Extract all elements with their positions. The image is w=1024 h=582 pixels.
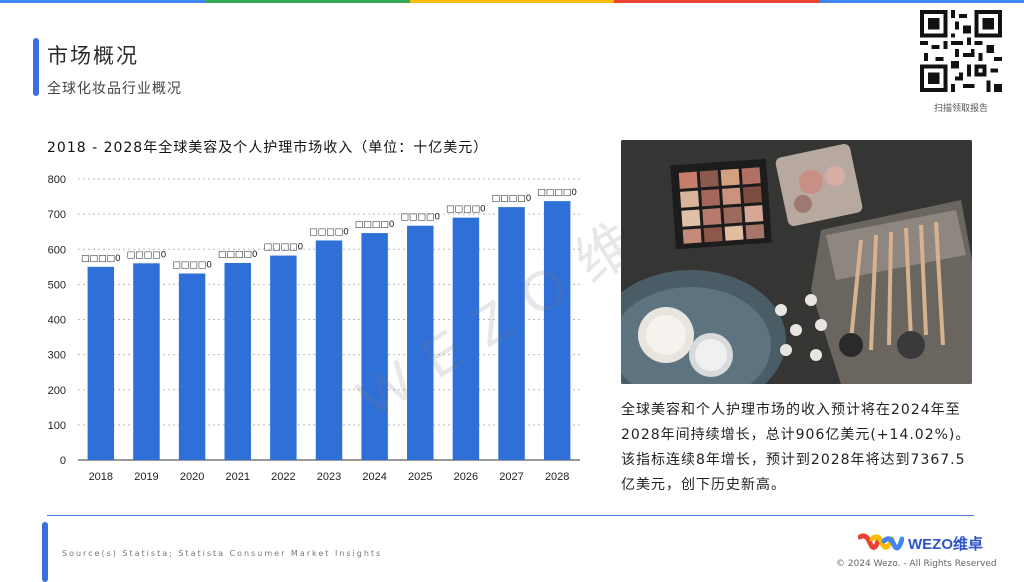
x-tick-label: 2023 bbox=[317, 471, 341, 483]
bar bbox=[452, 217, 480, 460]
y-tick-label: 700 bbox=[48, 209, 66, 221]
x-tick-label: 2024 bbox=[362, 471, 386, 483]
y-tick-label: 400 bbox=[48, 315, 66, 327]
cosmetics-photo bbox=[621, 140, 972, 384]
chart-title: 2018 - 2028年全球美容及个人护理市场收入（单位：十亿美元） bbox=[47, 140, 489, 156]
brush-bag bbox=[811, 200, 972, 384]
x-tick-label: 2021 bbox=[225, 471, 249, 483]
y-tick-label: 800 bbox=[48, 174, 66, 186]
x-tick-label: 2022 bbox=[271, 471, 295, 483]
qr-code-icon[interactable] bbox=[920, 10, 1002, 92]
y-tick-label: 0 bbox=[60, 455, 66, 467]
data-label: □□□□0 bbox=[537, 188, 577, 198]
bar bbox=[133, 263, 160, 460]
topbar-segment-green bbox=[204, 0, 410, 3]
qr-caption: 扫描领取报告 bbox=[933, 104, 988, 114]
bar-chart-svg: 0 100 200 300 400 500 600 700 800 2018 □□□□0 2019 □□… bbox=[48, 174, 580, 483]
bar bbox=[178, 273, 206, 460]
top-color-bar bbox=[0, 0, 1024, 3]
topbar-segment-blue bbox=[0, 0, 205, 3]
x-tick-label: 2027 bbox=[499, 471, 523, 483]
copyright: © 2024 Wezo. - All Rights Reserved bbox=[836, 559, 997, 569]
topbar-segment-red bbox=[614, 0, 820, 3]
topbar-segment-blue-2 bbox=[819, 0, 1024, 3]
bar bbox=[87, 266, 115, 460]
data-label: □□□□0 bbox=[400, 213, 440, 223]
bar bbox=[224, 262, 251, 460]
x-tick-label: 2028 bbox=[545, 471, 569, 483]
y-tick-label: 200 bbox=[48, 385, 66, 397]
logo-text: WEZO维卓 bbox=[908, 535, 983, 553]
wezo-logo-icon bbox=[858, 533, 904, 551]
bar bbox=[407, 225, 434, 460]
cream-jars bbox=[638, 307, 733, 377]
x-tick-label: 2026 bbox=[454, 471, 478, 483]
title-accent-bar bbox=[33, 38, 39, 96]
data-label: □□□□0 bbox=[355, 220, 395, 230]
bar bbox=[270, 255, 297, 460]
bar bbox=[543, 201, 571, 460]
compact-case bbox=[775, 143, 863, 227]
data-label: □□□□0 bbox=[127, 250, 167, 260]
footer-accent-bar bbox=[42, 522, 48, 582]
data-label: □□□□0 bbox=[263, 243, 303, 253]
page-subtitle: 全球化妆品行业概况 bbox=[47, 81, 182, 97]
footer-divider bbox=[47, 515, 974, 516]
bar-chart: 0 100 200 300 400 500 600 700 800 2018 □□□□0 2019 □□… bbox=[40, 164, 590, 494]
data-label: □□□□0 bbox=[492, 194, 532, 204]
x-tick-label: 2018 bbox=[89, 471, 113, 483]
topbar-segment-yellow bbox=[409, 0, 615, 3]
x-tick-label: 2025 bbox=[408, 471, 432, 483]
wezo-logo[interactable]: WEZO维卓 bbox=[858, 530, 988, 556]
y-tick-label: 100 bbox=[48, 420, 66, 432]
bar bbox=[315, 240, 343, 460]
data-label: □□□□0 bbox=[172, 260, 212, 270]
bar bbox=[361, 233, 388, 460]
data-label: □□□□0 bbox=[446, 205, 486, 215]
market-description: 全球美容和个人护理市场的收入预计将在2024年至2028年间持续增长，总计906… bbox=[621, 402, 971, 493]
source-note: Source(s) Statista; Statista Consumer Ma… bbox=[62, 549, 383, 558]
eyeshadow-palette bbox=[670, 158, 772, 250]
page-title: 市场概况 bbox=[47, 44, 139, 68]
y-tick-label: 300 bbox=[48, 350, 66, 362]
x-tick-label: 2019 bbox=[134, 471, 158, 483]
y-tick-label: 500 bbox=[48, 279, 66, 291]
bar bbox=[498, 207, 525, 460]
x-tick-label: 2020 bbox=[180, 471, 204, 483]
data-label: □□□□0 bbox=[81, 254, 121, 264]
data-label: □□□□0 bbox=[218, 250, 258, 260]
data-label: □□□□0 bbox=[309, 227, 349, 237]
y-tick-label: 600 bbox=[48, 244, 66, 256]
